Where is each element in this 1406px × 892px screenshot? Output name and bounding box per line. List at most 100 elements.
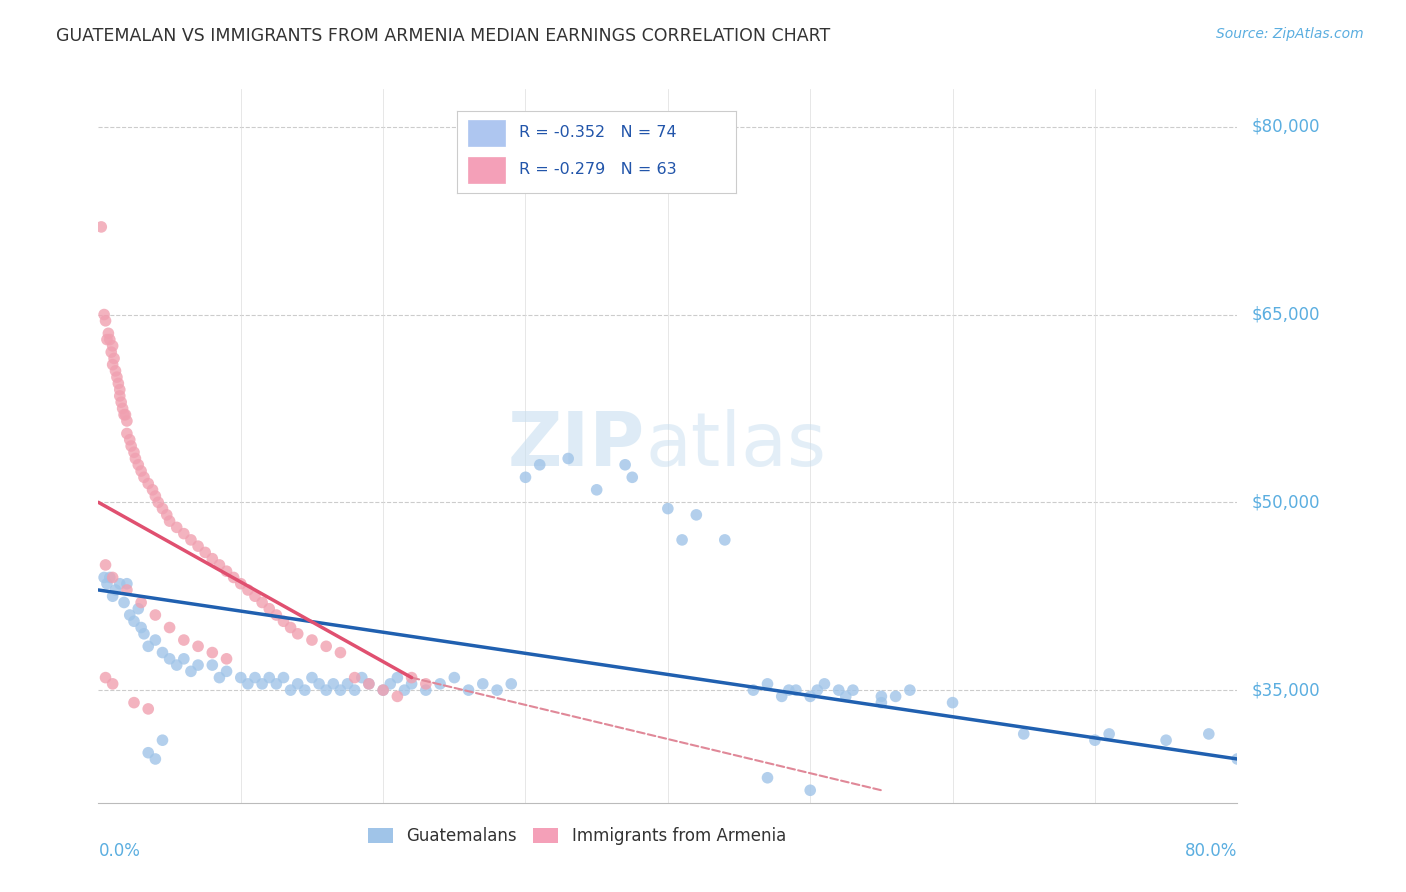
Point [141,483,163,497]
Point [110,395,132,409]
Point [215,665,238,679]
Point [842,683,865,698]
Point [250,595,273,609]
Point [101,589,124,603]
Point [215,652,238,666]
Text: atlas: atlas [645,409,827,483]
Point [101,570,124,584]
Text: $80,000: $80,000 [1251,118,1320,136]
Point [132,470,155,484]
Point [107,376,129,391]
Point [152,646,174,660]
Point [194,545,217,559]
Point [229,576,252,591]
Point [315,683,337,698]
Point [266,677,288,691]
Point [443,671,465,685]
Point [236,582,259,597]
Text: $50,000: $50,000 [1251,493,1320,511]
Point [152,501,174,516]
Point [870,690,893,704]
Point [828,683,851,698]
Point [357,677,380,691]
Point [98,570,121,584]
Point [208,558,231,572]
Point [159,621,181,635]
Point [585,483,607,497]
Point [118,433,141,447]
Point [280,621,302,635]
Point [614,458,637,472]
Point [1226,752,1249,766]
Point [94,314,117,328]
Point [159,652,181,666]
Point [187,539,209,553]
Point [942,696,965,710]
Point [229,671,252,685]
Point [387,671,409,685]
Point [187,658,209,673]
Point [308,677,330,691]
Point [122,696,145,710]
Point [132,627,155,641]
Point [136,746,159,760]
Point [101,358,124,372]
Point [394,683,416,698]
Point [515,470,537,484]
Point [136,640,159,654]
Point [98,333,121,347]
Point [401,677,423,691]
Point [173,526,195,541]
Point [315,640,337,654]
Point [236,677,259,691]
Point [714,533,737,547]
Point [301,633,323,648]
Point [159,514,181,528]
Point [621,470,644,484]
Point [222,570,245,584]
Point [90,219,112,234]
Point [108,576,131,591]
Point [280,683,302,698]
Point [898,683,921,698]
Point [1012,727,1035,741]
Text: $35,000: $35,000 [1251,681,1320,699]
Point [294,683,316,698]
Point [501,677,523,691]
Point [129,595,152,609]
Point [813,677,835,691]
Point [127,601,149,615]
Point [173,652,195,666]
Point [357,677,380,691]
Point [415,677,437,691]
Point [770,690,793,704]
Point [671,533,693,547]
Text: 80.0%: 80.0% [1185,842,1237,860]
Point [136,476,159,491]
Point [148,495,170,509]
Point [180,533,202,547]
Point [350,671,373,685]
Point [685,508,707,522]
Point [166,520,188,534]
Point [118,607,141,622]
Point [94,558,117,572]
Point [103,351,125,366]
Point [111,401,134,416]
Point [259,671,281,685]
Point [152,733,174,747]
Point [329,683,352,698]
Point [96,333,118,347]
Point [266,607,288,622]
Point [259,601,281,615]
Point [273,614,295,628]
Point [108,383,131,397]
Point [145,607,167,622]
Point [115,414,138,428]
Point [112,408,135,422]
Point [173,633,195,648]
Point [97,326,120,341]
Point [371,683,394,698]
Point [93,570,115,584]
Point [415,683,437,698]
